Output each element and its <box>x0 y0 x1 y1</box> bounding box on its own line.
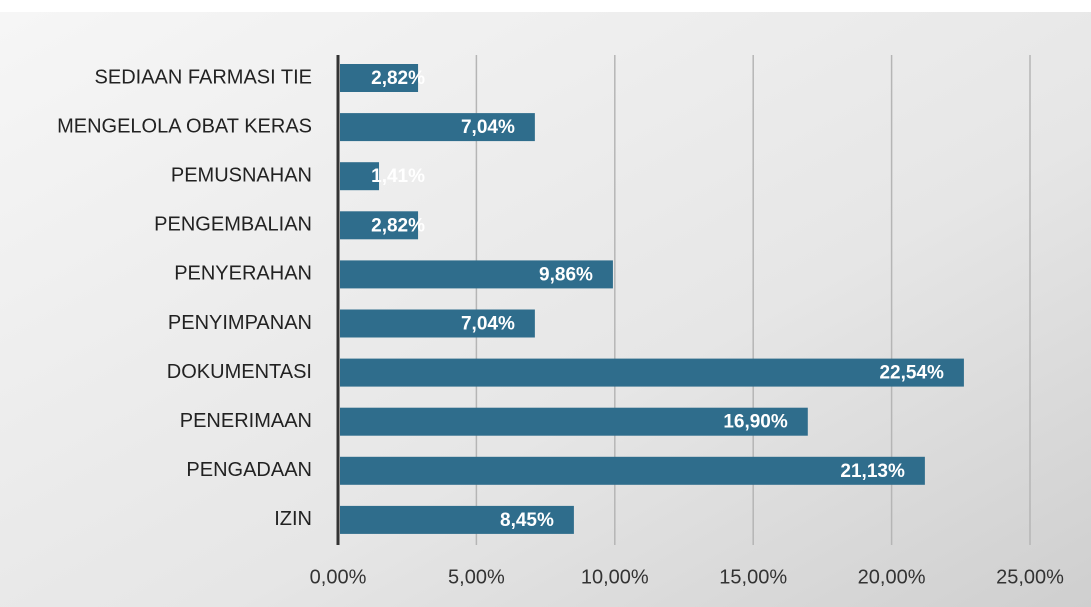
y-tick-label: IZIN <box>274 508 312 530</box>
bar <box>340 64 419 92</box>
bar <box>340 113 535 142</box>
y-tick-label: MENGELOLA OBAT KERAS <box>57 115 312 137</box>
value-label: 2,82% <box>371 215 425 236</box>
y-tick-label: PENGADAAN <box>186 459 312 481</box>
value-label: 1,41% <box>371 166 425 187</box>
x-tick-label: 15,00% <box>719 566 787 588</box>
x-tick-label: 10,00% <box>581 566 649 588</box>
value-label: 22,54% <box>879 363 944 384</box>
y-tick-label: PENYERAHAN <box>174 263 312 285</box>
y-tick-label: PENERIMAAN <box>180 410 312 432</box>
value-label: 9,86% <box>539 264 593 285</box>
bar <box>340 162 380 191</box>
value-label: 7,04% <box>461 314 515 335</box>
y-tick-label: DOKUMENTASI <box>167 361 312 383</box>
y-tick-label: PENYIMPANAN <box>168 312 312 334</box>
bar <box>340 456 925 485</box>
bar <box>340 358 964 387</box>
y-tick-label: PENGEMBALIAN <box>154 214 312 236</box>
value-label: 2,82% <box>371 68 425 89</box>
x-tick-label: 0,00% <box>310 566 367 588</box>
bar <box>340 407 808 436</box>
bar <box>340 211 419 240</box>
y-tick-label: SEDIAAN FARMASI TIE <box>95 66 312 88</box>
bar <box>340 505 574 534</box>
x-tick-label: 20,00% <box>858 566 926 588</box>
x-tick-label: 5,00% <box>448 566 505 588</box>
value-label: 16,90% <box>723 412 788 433</box>
value-label: 21,13% <box>840 461 905 482</box>
value-label: 8,45% <box>500 510 554 531</box>
value-label: 7,04% <box>461 117 515 138</box>
bar <box>340 260 613 289</box>
x-tick-label: 25,00% <box>996 566 1064 588</box>
y-tick-label: PEMUSNAHAN <box>171 164 312 186</box>
bar <box>340 309 535 338</box>
